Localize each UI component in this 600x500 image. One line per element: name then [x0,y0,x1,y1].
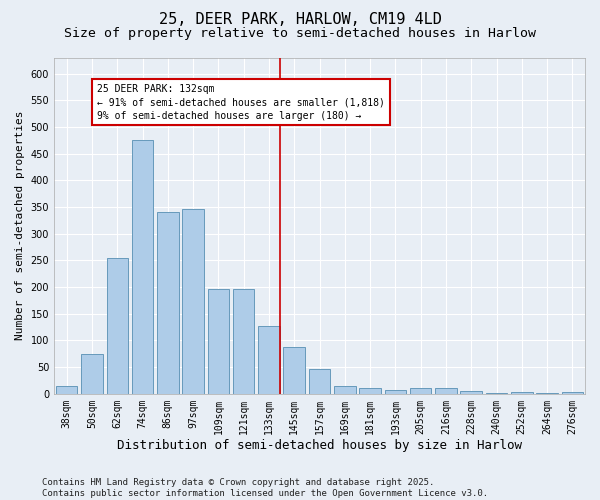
Bar [410,388,431,394]
Bar [157,212,179,394]
Bar [107,258,128,394]
Bar [511,392,533,394]
Bar [182,208,204,394]
Bar [309,370,330,394]
Bar [385,390,406,394]
Bar [258,326,280,394]
Bar [562,392,583,394]
Bar [233,288,254,394]
X-axis label: Distribution of semi-detached houses by size in Harlow: Distribution of semi-detached houses by … [117,440,522,452]
Bar [208,288,229,394]
Bar [81,354,103,394]
Bar [359,388,381,394]
Text: Contains HM Land Registry data © Crown copyright and database right 2025.
Contai: Contains HM Land Registry data © Crown c… [42,478,488,498]
Bar [56,386,77,394]
Bar [435,388,457,394]
Bar [283,348,305,394]
Bar [460,390,482,394]
Bar [132,140,153,394]
Text: 25, DEER PARK, HARLOW, CM19 4LD: 25, DEER PARK, HARLOW, CM19 4LD [158,12,442,28]
Bar [334,386,356,394]
Y-axis label: Number of semi-detached properties: Number of semi-detached properties [15,111,25,340]
Text: 25 DEER PARK: 132sqm
← 91% of semi-detached houses are smaller (1,818)
9% of sem: 25 DEER PARK: 132sqm ← 91% of semi-detac… [97,84,385,120]
Text: Size of property relative to semi-detached houses in Harlow: Size of property relative to semi-detach… [64,28,536,40]
